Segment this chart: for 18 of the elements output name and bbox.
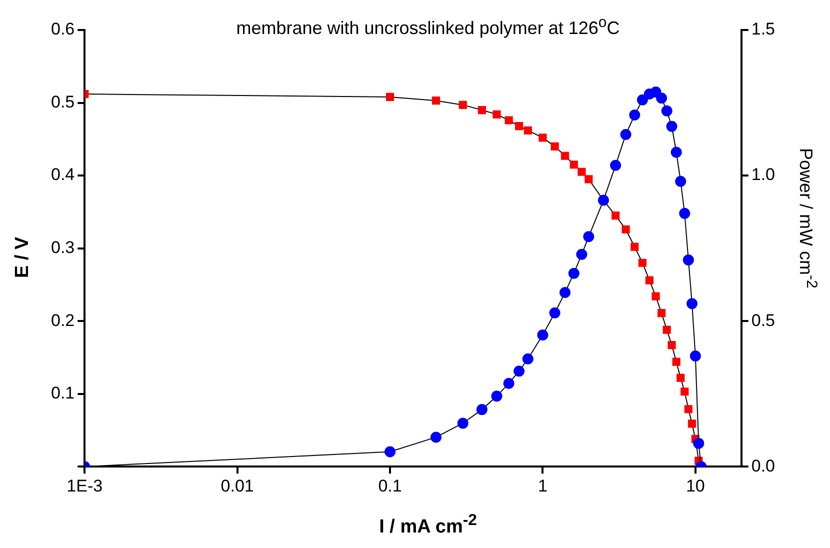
y-tick-label: 0.3 [50, 238, 75, 257]
x-tick-label: 0.1 [378, 476, 402, 496]
y-axis-title: E / V [12, 236, 34, 278]
x-axis-title: I / mA cm$^{-2}$ [378, 512, 478, 538]
y-tick-label: 0.4 [50, 165, 75, 184]
y-tick-label: 0.6 [50, 20, 75, 39]
y2-tick-label: 1.0 [751, 165, 776, 184]
x-tick-label: 1E-3 [66, 476, 103, 496]
x-tick-label: 1 [538, 476, 548, 496]
y-tick-label: 0.1 [50, 384, 75, 403]
y-tick-label: 0.2 [50, 310, 75, 330]
y2-tick-label: 1.5 [751, 20, 776, 39]
y2-tick-label: 0.0 [751, 456, 776, 476]
chart-title: membrane with uncrosslinked polymer at 126$^{o}$C [236, 14, 620, 38]
y2-tick-label: 0.5 [751, 310, 776, 330]
x-tick-label: 10 [686, 476, 705, 496]
x-tick-label: 0.01 [220, 476, 254, 496]
y-tick-label: 0.5 [50, 92, 75, 112]
